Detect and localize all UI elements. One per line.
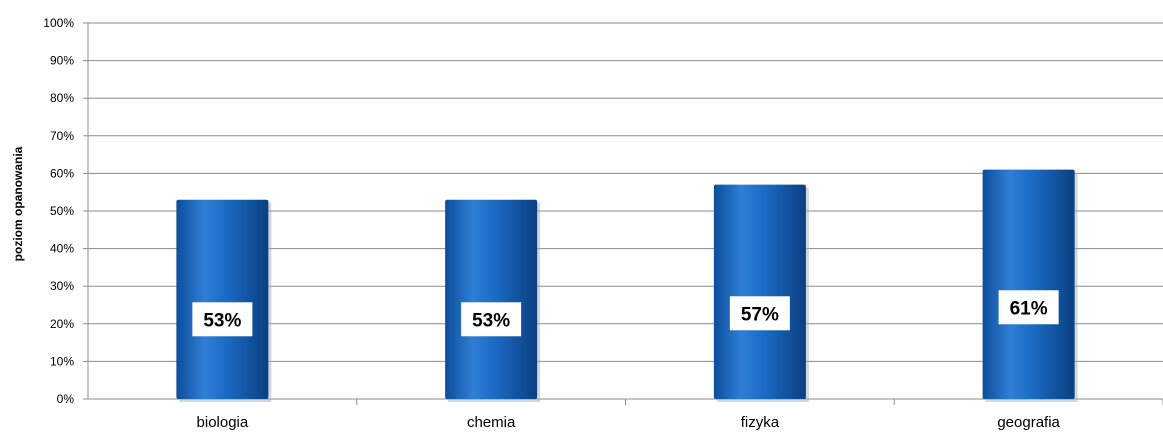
x-tick-label: biologia xyxy=(197,414,249,431)
y-tick-label: 70% xyxy=(50,129,74,143)
bar xyxy=(982,169,1075,399)
data-label: 53% xyxy=(203,310,241,331)
bar-group: 53% xyxy=(445,199,541,402)
bar xyxy=(176,199,269,399)
y-tick-label: 40% xyxy=(50,242,74,256)
y-tick-label: 10% xyxy=(50,354,74,368)
x-tick-label: chemia xyxy=(467,414,516,431)
data-label-box xyxy=(729,296,790,331)
bar xyxy=(445,199,538,399)
bar xyxy=(713,184,806,399)
y-tick-label: 20% xyxy=(50,317,74,331)
x-tick-label: fizyka xyxy=(741,414,780,431)
data-label-box xyxy=(998,290,1059,325)
bar-group: 53% xyxy=(176,199,272,402)
data-label: 53% xyxy=(472,310,510,331)
data-label: 57% xyxy=(741,304,779,325)
y-axis: 0% 10% 20% 30% 40% 50% 60% 70% 80% 90% 100% xyxy=(43,16,89,406)
y-tick-label: 100% xyxy=(43,16,74,30)
data-label-box xyxy=(461,302,522,337)
x-tick-label: geografia xyxy=(997,414,1060,431)
y-tick-label: 60% xyxy=(50,166,74,180)
y-tick-label: 80% xyxy=(50,91,74,105)
bar-group: 57% xyxy=(713,184,809,402)
data-label: 61% xyxy=(1010,298,1048,319)
bars: 53% 53% 57% 61% xyxy=(176,169,1078,402)
data-label-box xyxy=(192,302,253,337)
y-tick-label: 90% xyxy=(50,54,74,68)
y-tick-label: 0% xyxy=(57,392,75,406)
bar-group: 61% xyxy=(982,169,1078,402)
y-axis-label: poziom opanowania xyxy=(11,146,25,261)
x-axis: biologia chemia fizyka geografia xyxy=(88,398,1163,431)
y-tick-label: 30% xyxy=(50,279,74,293)
y-tick-label: 50% xyxy=(50,204,74,218)
